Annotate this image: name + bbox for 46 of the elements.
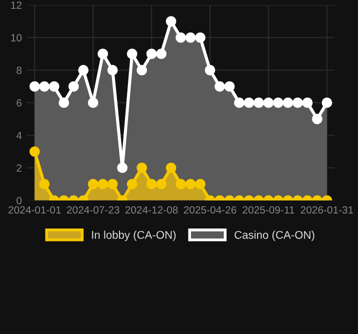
point (146, 48, 157, 60)
legend-label: Casino (CA-ON) (234, 230, 314, 242)
y-tick-label: 0 (16, 196, 22, 204)
y-tick-label: 8 (16, 66, 22, 74)
point (254, 97, 264, 108)
point (282, 97, 294, 108)
point (224, 81, 235, 92)
point (204, 64, 216, 76)
point (292, 97, 303, 108)
x-tick-label: 2026-01-31 (300, 206, 354, 214)
x-tick-label: 2024-12-08 (125, 206, 178, 214)
y-tick-label: 12 (11, 2, 22, 9)
point (68, 81, 79, 92)
x-tick-label: 2025-09-11 (242, 206, 294, 214)
y-tick-label: 2 (16, 164, 22, 172)
point (176, 32, 186, 43)
point (29, 81, 40, 92)
point (39, 81, 50, 92)
point (107, 64, 118, 76)
point (322, 97, 332, 108)
point (58, 97, 70, 108)
point (195, 32, 206, 43)
x-tick-label: 2024-07-23 (66, 206, 120, 214)
point (78, 64, 89, 76)
point (214, 81, 225, 92)
point (88, 97, 98, 108)
y-tick-label: 10 (11, 34, 22, 42)
point (244, 97, 254, 108)
point (273, 97, 284, 108)
x-tick-label: 2024-01-01 (8, 206, 61, 214)
point (312, 114, 322, 124)
y-tick-label: 6 (16, 99, 22, 107)
point (166, 16, 176, 26)
point (156, 48, 167, 60)
point (48, 81, 60, 92)
point (302, 97, 313, 108)
point (263, 97, 274, 108)
legend-label: In lobby (CA-ON) (92, 230, 176, 242)
point (126, 48, 138, 60)
y-tick-label: 4 (16, 132, 22, 140)
x-tick-label: 2025-04-26 (184, 206, 236, 214)
point (136, 64, 148, 76)
point (29, 146, 40, 157)
point (185, 32, 196, 43)
point (234, 97, 244, 108)
point (98, 48, 108, 60)
